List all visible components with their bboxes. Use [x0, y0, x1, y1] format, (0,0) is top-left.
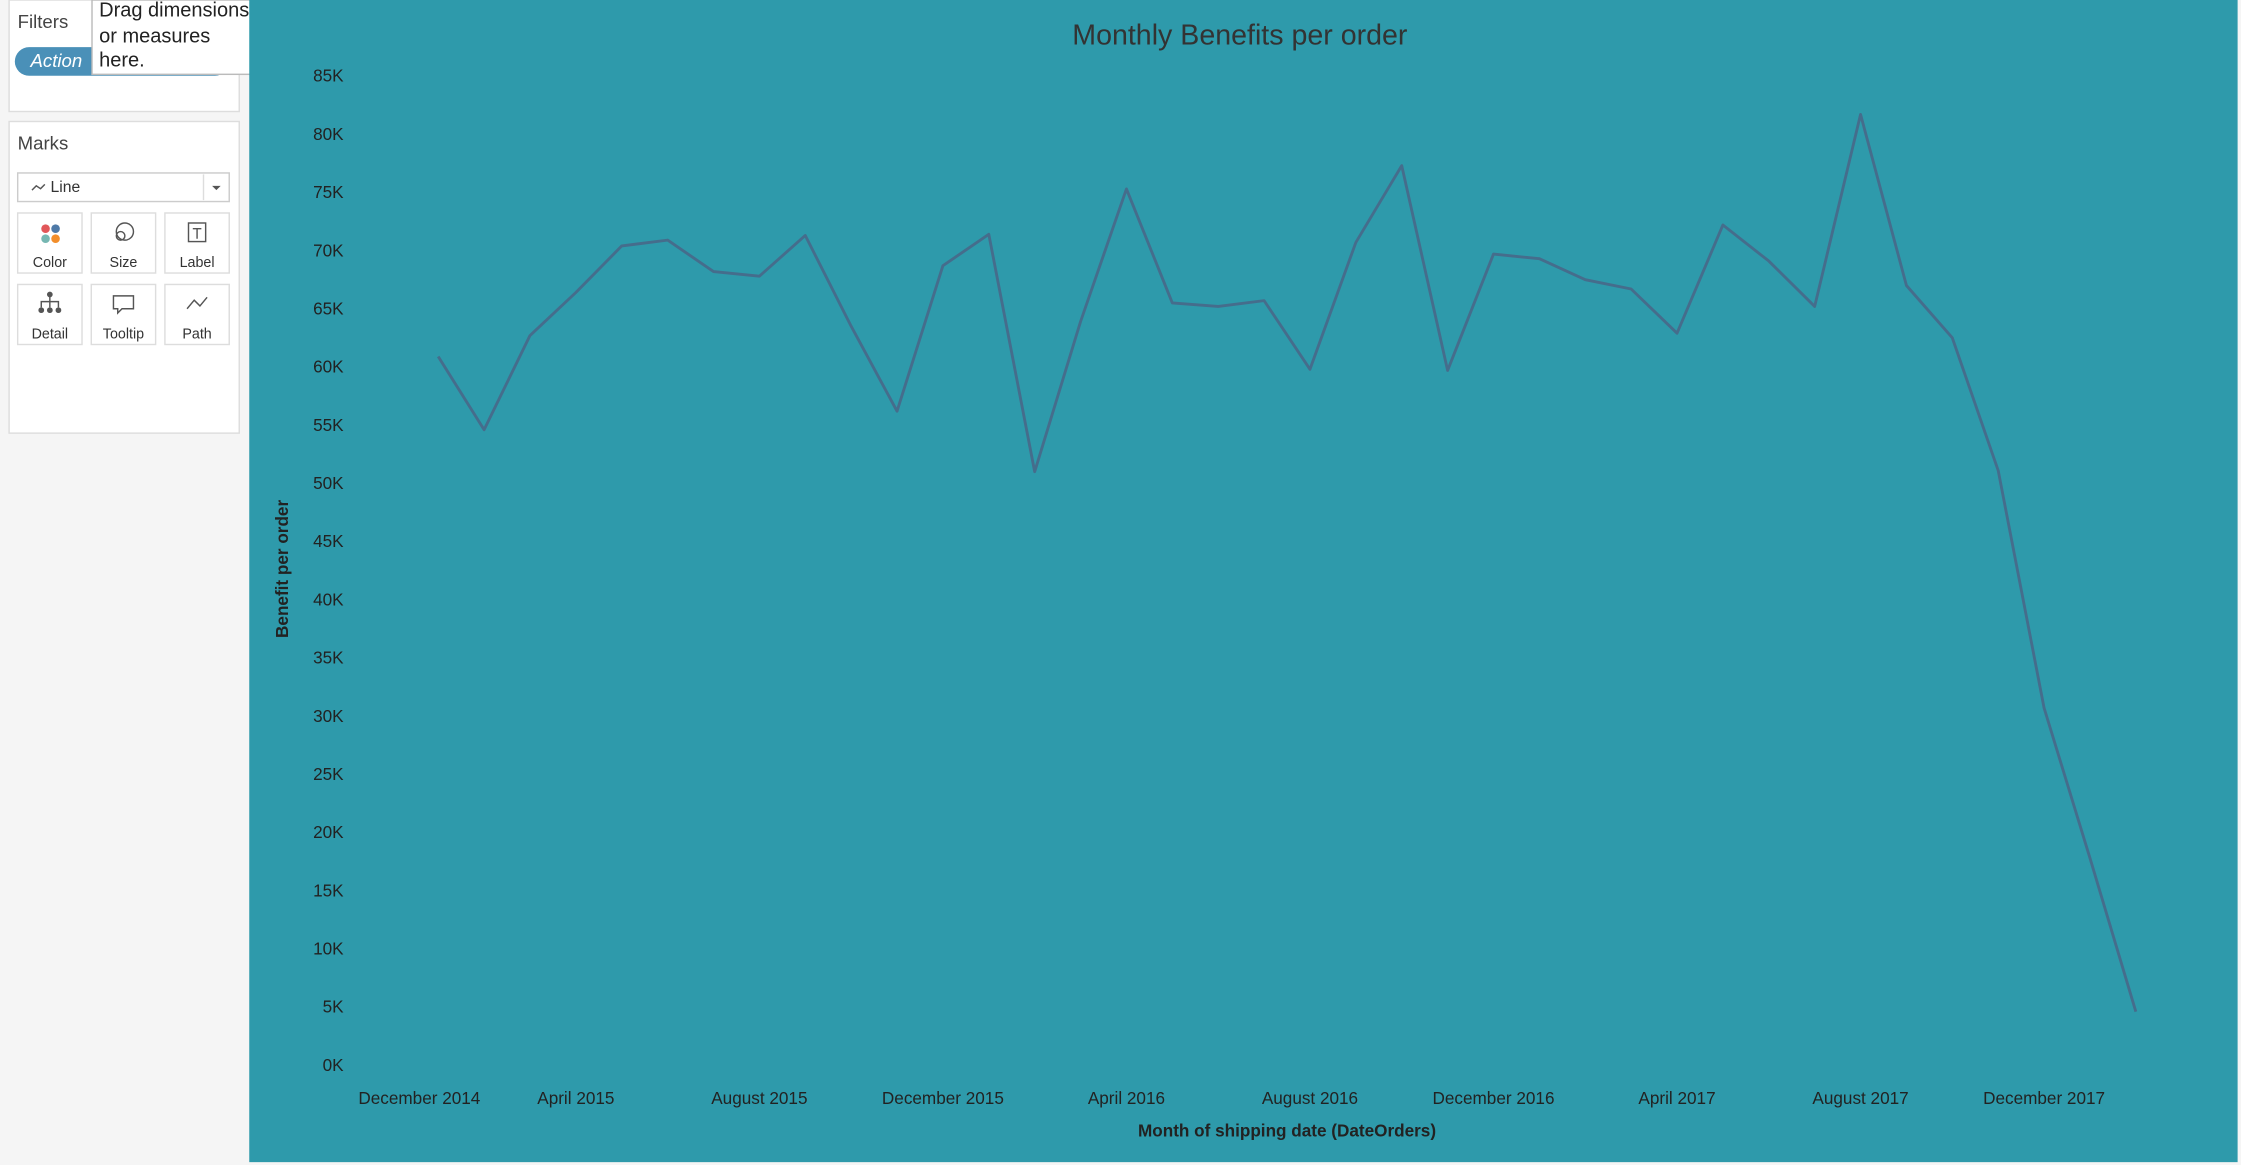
- y-tick-label: 55K: [313, 415, 344, 435]
- chart-background: [249, 0, 2238, 1163]
- filters-title: Filters: [18, 11, 69, 32]
- button-label: Color: [33, 255, 67, 271]
- icon: [51, 234, 60, 244]
- drop-hint: Drag dimensions: [99, 0, 249, 22]
- icon: [55, 307, 62, 314]
- mark-button[interactable]: [16, 212, 83, 274]
- icon: [41, 234, 50, 244]
- drop-hint-box: [91, 0, 263, 76]
- x-tick-label: December 2017: [1983, 1088, 2105, 1108]
- button-label: Path: [182, 326, 211, 342]
- button-label: Label: [180, 255, 215, 271]
- y-tick-label: 30K: [313, 706, 344, 726]
- x-tick-label: August 2015: [711, 1088, 807, 1108]
- marks-title: Marks: [18, 132, 69, 153]
- icon: [46, 307, 53, 314]
- y-tick-label: 25K: [313, 764, 344, 784]
- button-label: Tooltip: [103, 326, 144, 342]
- button-icon: [112, 295, 135, 315]
- x-tick-label: August 2016: [1262, 1088, 1358, 1108]
- mark-type: Line: [51, 179, 81, 196]
- chart-title: Monthly Benefits per order: [1072, 20, 1408, 52]
- button-icon: [115, 222, 135, 241]
- y-tick-label: 40K: [313, 589, 344, 609]
- y-tick-label: 35K: [313, 648, 344, 668]
- x-tick-label: December 2015: [882, 1088, 1004, 1108]
- icon: [38, 307, 45, 314]
- icon: [115, 230, 126, 241]
- x-tick-label: August 2017: [1812, 1088, 1908, 1108]
- x-tick-label: April 2015: [537, 1088, 614, 1108]
- button-label: Detail: [32, 326, 69, 342]
- x-tick-label: April 2016: [1088, 1088, 1165, 1108]
- drop-hint: here.: [99, 50, 145, 72]
- filter-pill-text: Action: [30, 50, 83, 71]
- button-label: Size: [110, 255, 138, 271]
- x-tick-label: April 2017: [1638, 1088, 1715, 1108]
- mark-button[interactable]: [164, 283, 230, 346]
- marks-card: [8, 120, 240, 434]
- y-axis-label: Benefit per order: [272, 500, 292, 638]
- y-tick-label: 15K: [313, 880, 344, 900]
- icon: [51, 224, 60, 233]
- y-tick-label: 50K: [313, 473, 344, 493]
- y-tick-label: 70K: [313, 240, 344, 260]
- button-icon: [38, 291, 62, 314]
- y-tick-label: 45K: [313, 531, 344, 551]
- y-tick-label: 85K: [313, 66, 344, 86]
- y-tick-label: 5K: [323, 997, 345, 1017]
- y-tick-label: 65K: [313, 298, 344, 318]
- button-icon: [41, 224, 60, 244]
- y-tick-label: 10K: [313, 939, 344, 959]
- button-icon: [186, 296, 208, 310]
- icon: [192, 227, 202, 239]
- icon: [187, 222, 207, 243]
- y-tick-label: 20K: [313, 822, 344, 842]
- y-tick-label: 60K: [313, 357, 344, 377]
- data-line: [437, 113, 2138, 1013]
- x-tick-label: December 2014: [358, 1088, 480, 1108]
- icon: [112, 295, 135, 315]
- button-icon: [187, 222, 207, 243]
- x-axis-label: Month of shipping date (DateOrders): [1138, 1121, 1436, 1141]
- icon: [46, 291, 53, 298]
- icon: [115, 222, 135, 241]
- mark-buttons: Color Size Label Detail Tooltip Path: [16, 212, 230, 346]
- mark-button[interactable]: [90, 283, 157, 346]
- x-tick-label: December 2016: [1433, 1088, 1555, 1108]
- drop-hint: or measures: [99, 25, 210, 47]
- mark-type-dropdown[interactable]: [16, 172, 230, 203]
- y-tick-label: 75K: [313, 182, 344, 202]
- y-tick-label: 80K: [313, 124, 344, 144]
- icon: [41, 224, 50, 233]
- line-icon: [31, 183, 46, 191]
- y-tick-label: 0K: [323, 1055, 345, 1075]
- dropdown-arrow: [212, 185, 221, 191]
- icon: [186, 296, 208, 310]
